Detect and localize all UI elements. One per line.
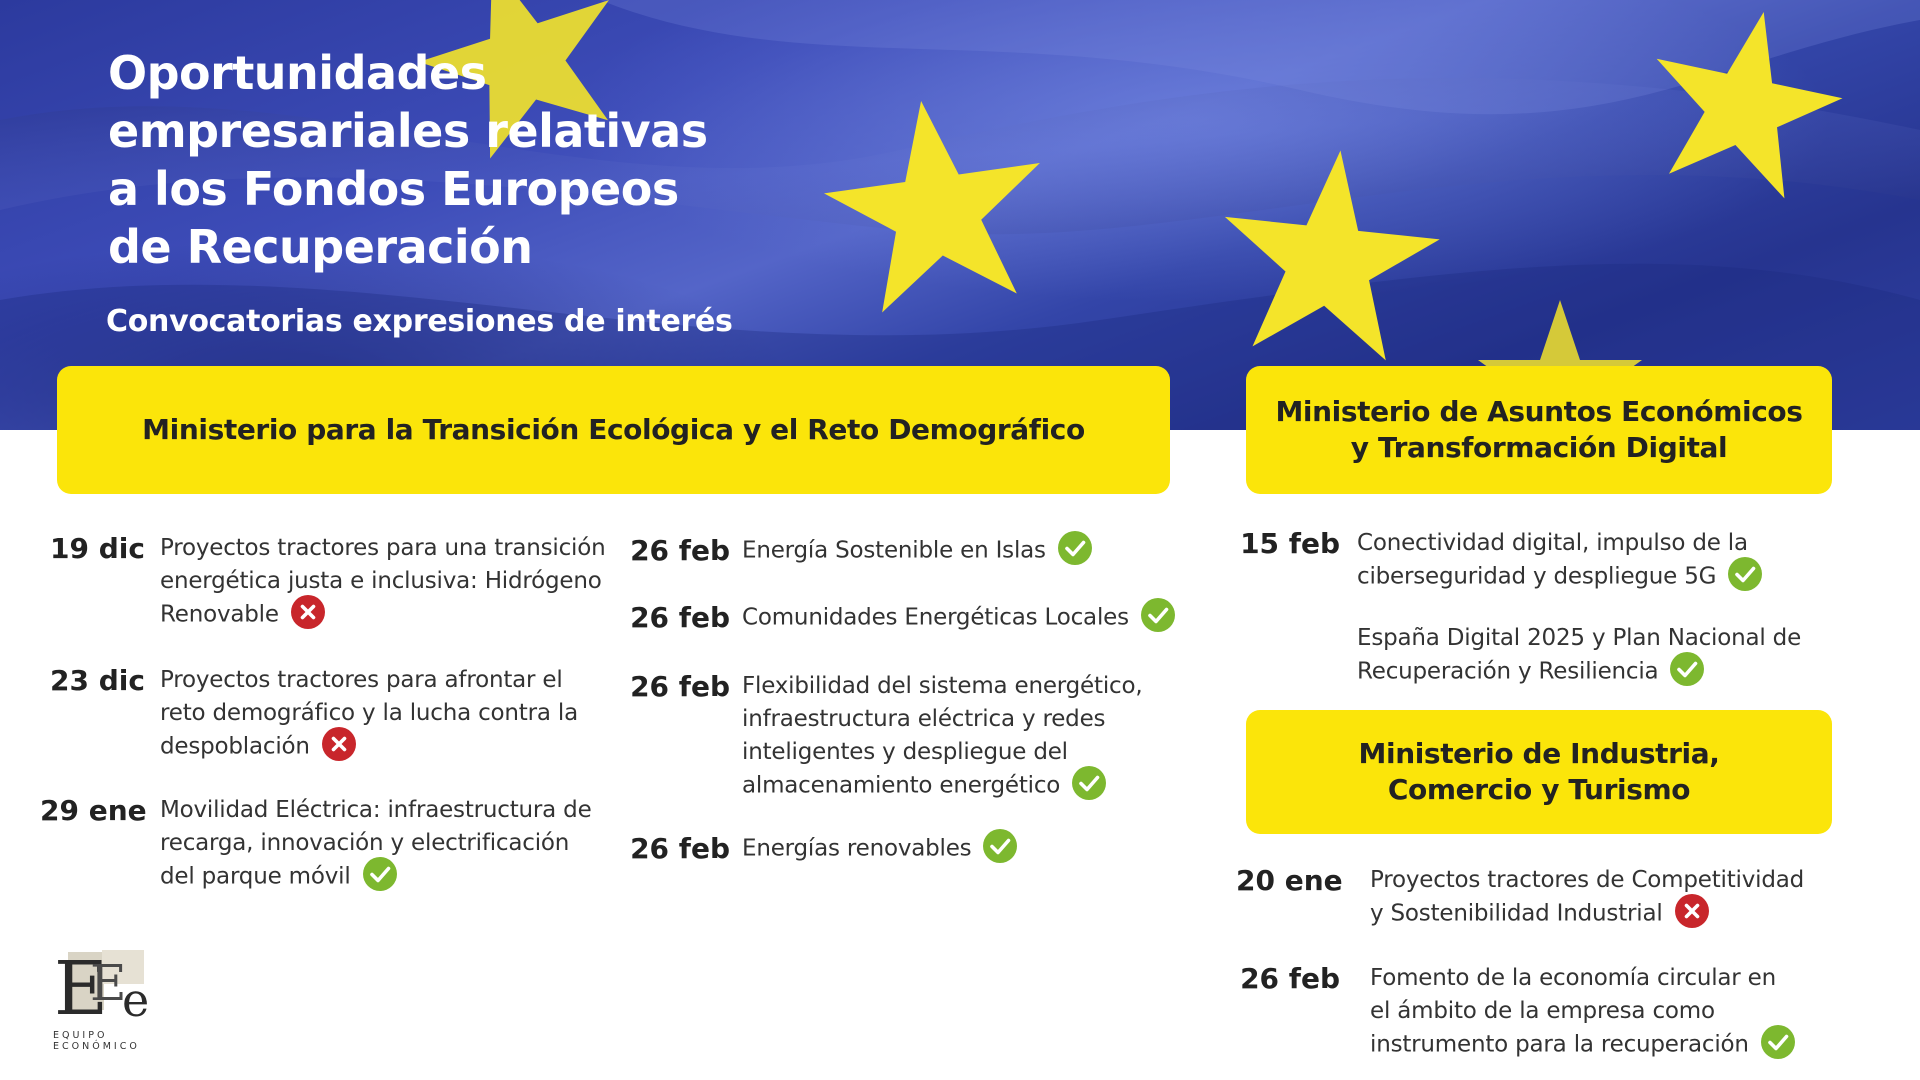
call-date: 19 dic — [50, 532, 145, 565]
x-circle-icon — [1674, 894, 1709, 928]
call-description: Movilidad Eléctrica: infraestructura de … — [160, 794, 610, 894]
call-description: Energías renovables — [742, 829, 1182, 866]
check-circle-icon — [1057, 531, 1092, 565]
call-date: 29 ene — [40, 794, 147, 827]
call-entry: 20 ene Proyectos tractores de Competitiv… — [1236, 864, 1815, 931]
title-line: a los Fondos Europeos — [108, 162, 679, 216]
call-description: Flexibilidad del sistema energético, inf… — [742, 670, 1182, 803]
call-entry: 26 feb Energía Sostenible en Islas — [620, 531, 1182, 568]
call-entry: 26 feb Fomento de la economía circular e… — [1236, 962, 1800, 1062]
ministry-name-line: Ministerio de Asuntos Económicos — [1275, 395, 1803, 428]
call-entry: 29 ene Movilidad Eléctrica: infraestruct… — [40, 794, 610, 894]
call-description: Comunidades Energéticas Locales — [742, 598, 1182, 635]
check-circle-icon — [1140, 598, 1175, 632]
x-circle-icon — [290, 595, 325, 629]
call-text: Flexibilidad del sistema energético, inf… — [742, 673, 1143, 799]
check-circle-icon — [1670, 652, 1705, 686]
logo-text-line: EQUIPO — [53, 1030, 108, 1041]
call-entry: 23 dic Proyectos tractores para afrontar… — [40, 664, 610, 764]
call-date: 26 feb — [630, 832, 730, 865]
call-text: Energía Sostenible en Islas — [742, 537, 1046, 564]
call-date: 26 feb — [630, 534, 730, 567]
flag-star — [823, 100, 1040, 313]
call-date: 26 feb — [1240, 962, 1340, 995]
call-text: Energías renovables — [742, 835, 972, 862]
call-text: Fomento de la economía circular en el ám… — [1370, 965, 1776, 1058]
check-circle-icon — [983, 829, 1018, 863]
equipo-economico-logo: E E e EQUIPO ECONÓMICO — [50, 948, 160, 1052]
call-entry: 26 feb Energías renovables — [620, 829, 1182, 866]
call-description: Proyectos tractores para una transición … — [160, 532, 610, 632]
x-circle-icon — [321, 727, 356, 761]
call-text: Comunidades Energéticas Locales — [742, 604, 1129, 631]
call-description: Conectividad digital, impulso de la cibe… — [1357, 527, 1797, 594]
check-circle-icon — [362, 857, 397, 891]
check-circle-icon — [1728, 557, 1763, 591]
call-description: Proyectos tractores de Competitividad y … — [1370, 864, 1815, 931]
call-entry: 19 dic Proyectos tractores para una tran… — [40, 532, 610, 632]
call-text: Proyectos tractores para afrontar el ret… — [160, 667, 578, 760]
call-entry: 15 feb Conectividad digital, impulso de … — [1240, 527, 1797, 594]
call-date: 23 dic — [50, 664, 145, 697]
ministry-industria-header: Ministerio de Industria, Comercio y Turi… — [1246, 710, 1832, 834]
check-circle-icon — [1760, 1025, 1795, 1059]
title-line: de Recuperación — [108, 220, 533, 274]
svg-text:e: e — [122, 973, 149, 1027]
page-subtitle: Convocatorias expresiones de interés — [106, 304, 733, 339]
flag-star — [418, 0, 609, 159]
call-entry: España Digital 2025 y Plan Nacional de R… — [1240, 622, 1807, 689]
call-description: Energía Sostenible en Islas — [742, 531, 1182, 568]
call-text: Conectividad digital, impulso de la cibe… — [1357, 530, 1748, 590]
flag-star — [1478, 300, 1642, 430]
call-description: Proyectos tractores para afrontar el ret… — [160, 664, 610, 764]
call-text: España Digital 2025 y Plan Nacional de R… — [1357, 625, 1802, 685]
call-entry: 26 feb Comunidades Energéticas Locales — [620, 598, 1182, 635]
logo-text-line: ECONÓMICO — [53, 1041, 140, 1052]
logo-letters: E E e — [54, 948, 149, 1028]
call-text: Movilidad Eléctrica: infraestructura de … — [160, 797, 592, 890]
call-date: 26 feb — [630, 601, 730, 634]
call-entry: 26 feb Flexibilidad del sistema energéti… — [620, 670, 1182, 803]
svg-text:E: E — [90, 954, 127, 1012]
call-text: Proyectos tractores de Competitividad y … — [1370, 867, 1805, 927]
page-title: Oportunidades empresariales relativas a … — [108, 44, 728, 276]
ministry-transicion-ecologica-header: Ministerio para la Transición Ecológica … — [57, 366, 1170, 494]
call-text: Proyectos tractores para una transición … — [160, 535, 606, 628]
ministry-name-line: Ministerio de Industria, — [1358, 737, 1720, 770]
flag-star — [1224, 150, 1440, 361]
call-date: 20 ene — [1236, 864, 1343, 897]
call-date: 26 feb — [630, 670, 730, 703]
title-line: empresariales relativas — [108, 104, 708, 158]
call-description: España Digital 2025 y Plan Nacional de R… — [1357, 622, 1807, 689]
ministry-asuntos-economicos-header: Ministerio de Asuntos Económicos y Trans… — [1246, 366, 1832, 494]
ministry-name-line: y Transformación Digital — [1350, 431, 1728, 464]
call-description: Fomento de la economía circular en el ám… — [1370, 962, 1800, 1062]
ministry-name-line: Comercio y Turismo — [1387, 773, 1691, 806]
ministry-name: Ministerio para la Transición Ecológica … — [142, 413, 1085, 446]
check-circle-icon — [1072, 766, 1107, 800]
flag-star — [1656, 11, 1843, 199]
svg-text:E: E — [54, 948, 108, 1028]
title-line: Oportunidades — [108, 46, 487, 100]
call-date: 15 feb — [1240, 527, 1340, 560]
